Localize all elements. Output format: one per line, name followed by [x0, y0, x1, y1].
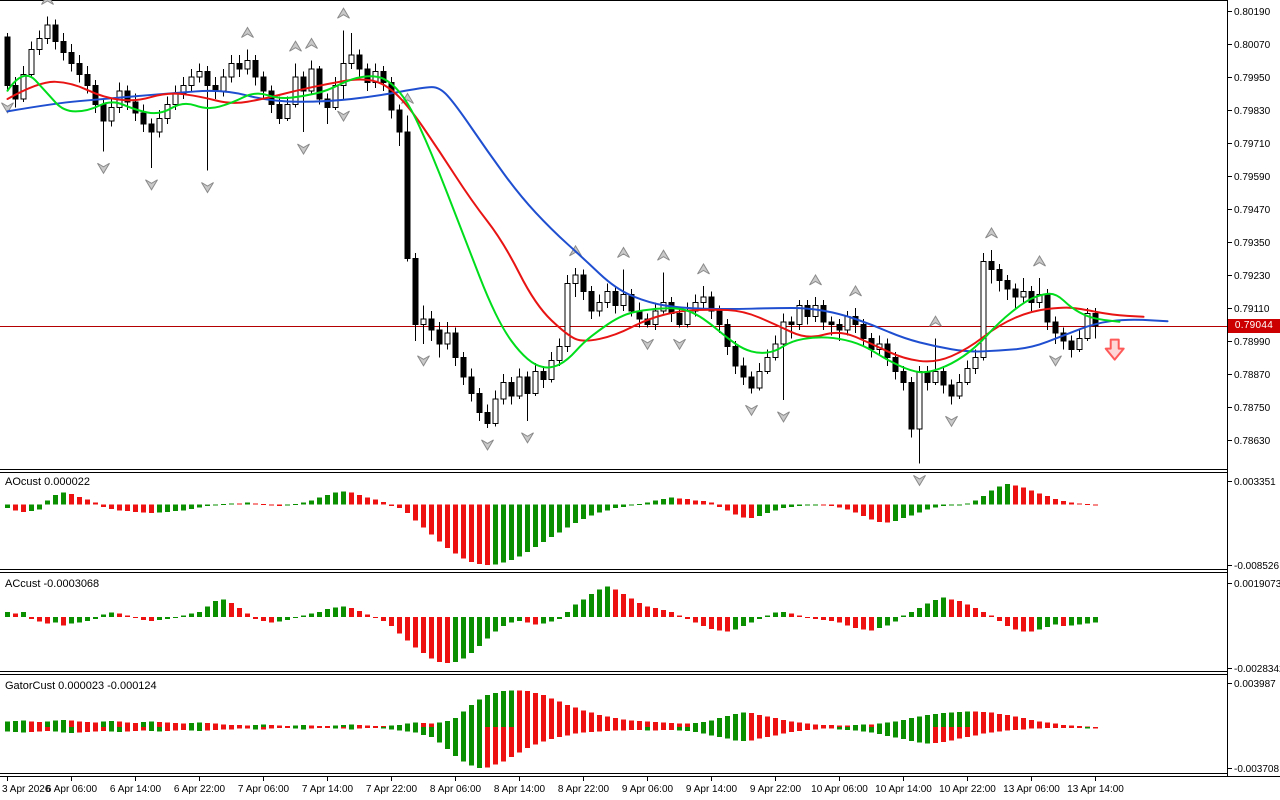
time-tick-label: 8 Apr 14:00 [494, 784, 546, 795]
fractal-down-icon [745, 404, 758, 417]
price-tick-label: 0.78630 [1234, 436, 1271, 447]
price-tick-label: 0.79350 [1234, 238, 1271, 249]
indicator-axis-label: -0.0028342 [1234, 664, 1280, 675]
time-tick-label: 7 Apr 14:00 [302, 784, 354, 795]
fractal-up-icon [1033, 255, 1046, 267]
price-tick-label: 0.80070 [1234, 40, 1271, 51]
fractal-down-icon [521, 432, 534, 444]
indicator-axis-label: 0.0019073 [1234, 579, 1280, 590]
indicator-label-gator: GatorCust 0.000023 -0.000124 [5, 680, 157, 692]
indicator-label-ac: ACcust -0.0003068 [5, 578, 100, 590]
price-tick-label: 0.79590 [1234, 172, 1271, 183]
alligator-teeth-line [6, 78, 1145, 363]
price-tick-label: 0.79950 [1234, 73, 1271, 84]
indicator-window-ACcust: 0.0019073 -0.0028342 [5, 579, 1280, 675]
fractal-down-icon [481, 439, 494, 451]
alligator-jaw-line [6, 86, 1169, 353]
indicator-axis-label: 0.003351 [1234, 477, 1276, 488]
time-tick-label: 10 Apr 22:00 [939, 784, 996, 795]
fractal-down-icon [913, 474, 926, 487]
price-tick-label: 0.79470 [1234, 205, 1271, 216]
price-tick-label: 0.79230 [1234, 271, 1271, 282]
indicator-axis-label: -0.003708 [1234, 764, 1279, 775]
price-tick-label: 0.78750 [1234, 403, 1271, 414]
time-tick-label: 7 Apr 22:00 [366, 784, 418, 795]
price-tick-label: 0.78870 [1234, 370, 1271, 381]
fractal-down-icon [641, 338, 654, 351]
time-tick-label: 10 Apr 06:00 [811, 784, 868, 795]
time-tick-label: 6 Apr 14:00 [110, 784, 162, 795]
price-tick-label: 0.78990 [1234, 337, 1271, 348]
time-tick-label: 9 Apr 06:00 [622, 784, 674, 795]
fractal-down-icon [945, 415, 958, 428]
fractal-up-icon [697, 263, 710, 275]
fractal-down-icon [201, 182, 214, 194]
fractal-down-icon [777, 411, 790, 423]
price-tick-label: 0.79710 [1234, 139, 1271, 150]
fractal-down-icon [673, 338, 686, 351]
fractal-down-icon [145, 179, 158, 191]
time-tick-label: 6 Apr 22:00 [174, 784, 226, 795]
fractal-up-icon [929, 315, 942, 327]
price-axis: 0.80190 0.80070 0.79950 0.79830 0.79710 0.795… [1227, 7, 1271, 447]
time-tick-label: 8 Apr 06:00 [430, 784, 482, 795]
fractal-down-icon [1049, 355, 1062, 367]
indicator-window-AOcust: 0.003351 -0.008526 [5, 477, 1279, 572]
time-tick-label: 6 Apr 06:00 [46, 784, 98, 795]
time-tick-label: 13 Apr 14:00 [1067, 784, 1124, 795]
fractal-up-icon [241, 26, 254, 38]
fractals-layer [1, 0, 1062, 487]
price-tick-label: 0.80190 [1234, 7, 1271, 18]
price-tick-label: 0.79110 [1234, 304, 1270, 315]
time-tick-label: 9 Apr 14:00 [686, 784, 738, 795]
fractal-down-icon [417, 355, 430, 367]
time-tick-label: 10 Apr 14:00 [875, 784, 932, 795]
fractal-up-icon [985, 227, 998, 239]
current-price-flag: 0.79044 [1228, 319, 1280, 333]
fractal-up-icon [289, 40, 302, 52]
candles-layer [4, 16, 1099, 464]
sell-signal-arrow-icon[interactable] [1104, 338, 1125, 361]
time-tick-label: 7 Apr 06:00 [238, 784, 290, 795]
fractal-down-icon [97, 162, 110, 175]
time-tick-label: 13 Apr 06:00 [1003, 784, 1060, 795]
indicator-axis-label: -0.008526 [1234, 561, 1279, 572]
fractal-down-icon [337, 110, 350, 122]
fractal-up-icon [809, 274, 822, 286]
alligator-lips-line [6, 74, 1121, 374]
indicator-window-GatorCust: 0.003987 -0.003708 [5, 679, 1279, 775]
price-tick-label: 0.79830 [1234, 106, 1271, 117]
fractal-up-icon [305, 37, 318, 49]
indicator-axis-label: 0.003987 [1234, 679, 1276, 690]
fractal-up-icon [849, 285, 862, 297]
time-tick-label: 3 Apr 2026 [2, 784, 51, 795]
time-tick-label: 9 Apr 22:00 [750, 784, 802, 795]
fractal-up-icon [41, 0, 54, 5]
fractal-up-icon [337, 7, 350, 19]
time-tick-label: 8 Apr 22:00 [558, 784, 610, 795]
indicator-label-ao: AOcust 0.000022 [5, 476, 91, 488]
fractal-down-icon [297, 143, 310, 155]
fractal-up-icon [617, 246, 630, 258]
fractal-down-icon [1, 102, 14, 114]
fractal-up-icon [657, 249, 670, 261]
window-borders [0, 0, 1280, 777]
